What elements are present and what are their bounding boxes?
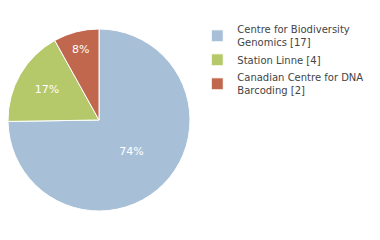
svg-text:Station Linne [4]: Station Linne [4] <box>237 55 320 66</box>
svg-text:Canadian Centre for DNABarcodi: Canadian Centre for DNABarcoding [2] <box>237 72 363 96</box>
svg-text:Centre for BiodiversityGenomic: Centre for BiodiversityGenomics [17] <box>237 24 350 48</box>
svg-text:74%: 74% <box>119 145 143 158</box>
svg-text:17%: 17% <box>35 83 59 96</box>
svg-text:8%: 8% <box>72 43 89 56</box>
